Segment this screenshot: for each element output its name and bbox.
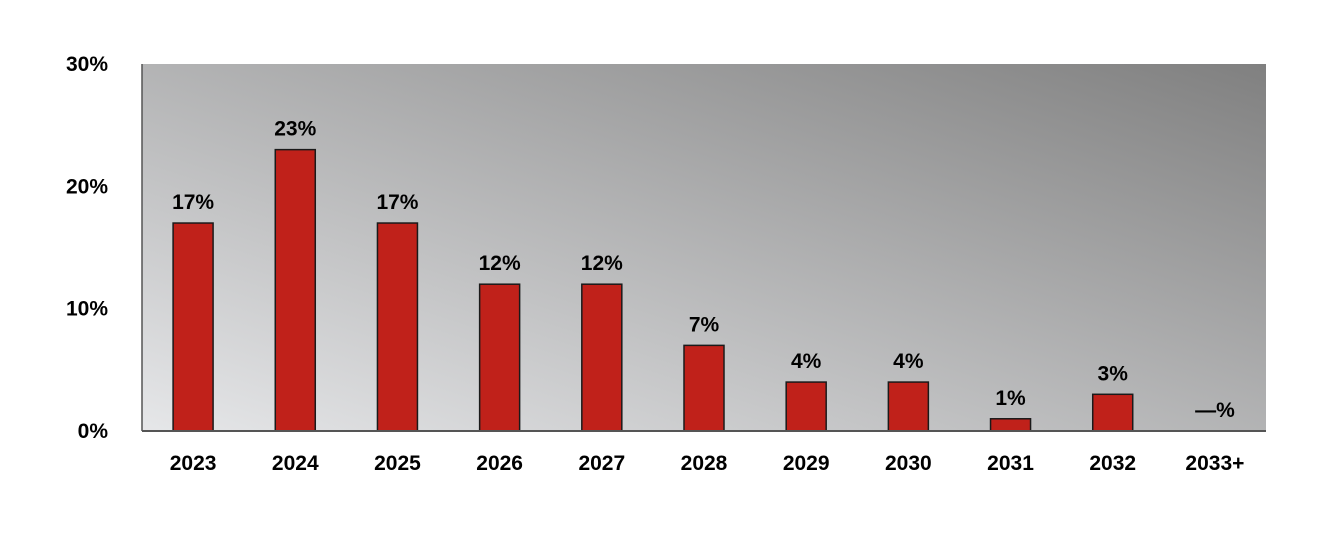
bar-data-label: 4%	[893, 350, 924, 373]
bar	[785, 381, 827, 432]
bar-data-label: 3%	[1098, 362, 1129, 385]
bar-data-label: 17%	[376, 191, 418, 214]
x-tick-label: 2030	[885, 452, 932, 475]
bar	[683, 344, 725, 432]
x-tick-label: 2027	[578, 452, 625, 475]
bar	[581, 283, 623, 432]
bar-data-label: —%	[1195, 399, 1235, 422]
y-axis-ticks: 0% 10% 20% 30%	[66, 53, 108, 443]
bar	[274, 148, 317, 432]
x-tick-label: 2025	[374, 452, 421, 475]
bar	[989, 418, 1032, 432]
x-tick-label: 2028	[681, 452, 728, 475]
data-labels-group: 17% 23% 17% 12% 12% 7% 4% 4% 1% 3% —%	[172, 118, 1235, 422]
x-axis-ticks: 2023 2024 2025 2026 2027 2028 2029 2030 2031 2032…	[170, 452, 1245, 475]
x-tick-label: 2032	[1089, 452, 1136, 475]
y-tick-label: 30%	[66, 53, 108, 76]
bar-data-label: 17%	[172, 191, 214, 214]
bar	[172, 222, 214, 432]
y-tick-label: 10%	[66, 298, 108, 321]
x-tick-label: 2026	[476, 452, 523, 475]
bar	[887, 381, 930, 432]
bar-data-label: 4%	[791, 350, 822, 373]
bar	[478, 283, 521, 432]
bars-group	[172, 148, 1134, 432]
bar	[376, 222, 419, 432]
bar-data-label: 23%	[274, 118, 316, 141]
bar-data-label: 7%	[689, 313, 720, 336]
y-tick-label: 20%	[66, 175, 108, 198]
x-tick-label: 2024	[272, 452, 319, 475]
x-tick-label: 2031	[987, 452, 1034, 475]
x-tick-label: 2029	[783, 452, 830, 475]
x-tick-label: 2033+	[1185, 452, 1244, 475]
bar-data-label: 1%	[995, 387, 1026, 410]
bar-data-label: 12%	[581, 252, 623, 275]
bar	[1091, 393, 1134, 432]
x-tick-label: 2023	[170, 452, 217, 475]
y-tick-label: 0%	[78, 420, 109, 443]
bar-data-label: 12%	[479, 252, 521, 275]
